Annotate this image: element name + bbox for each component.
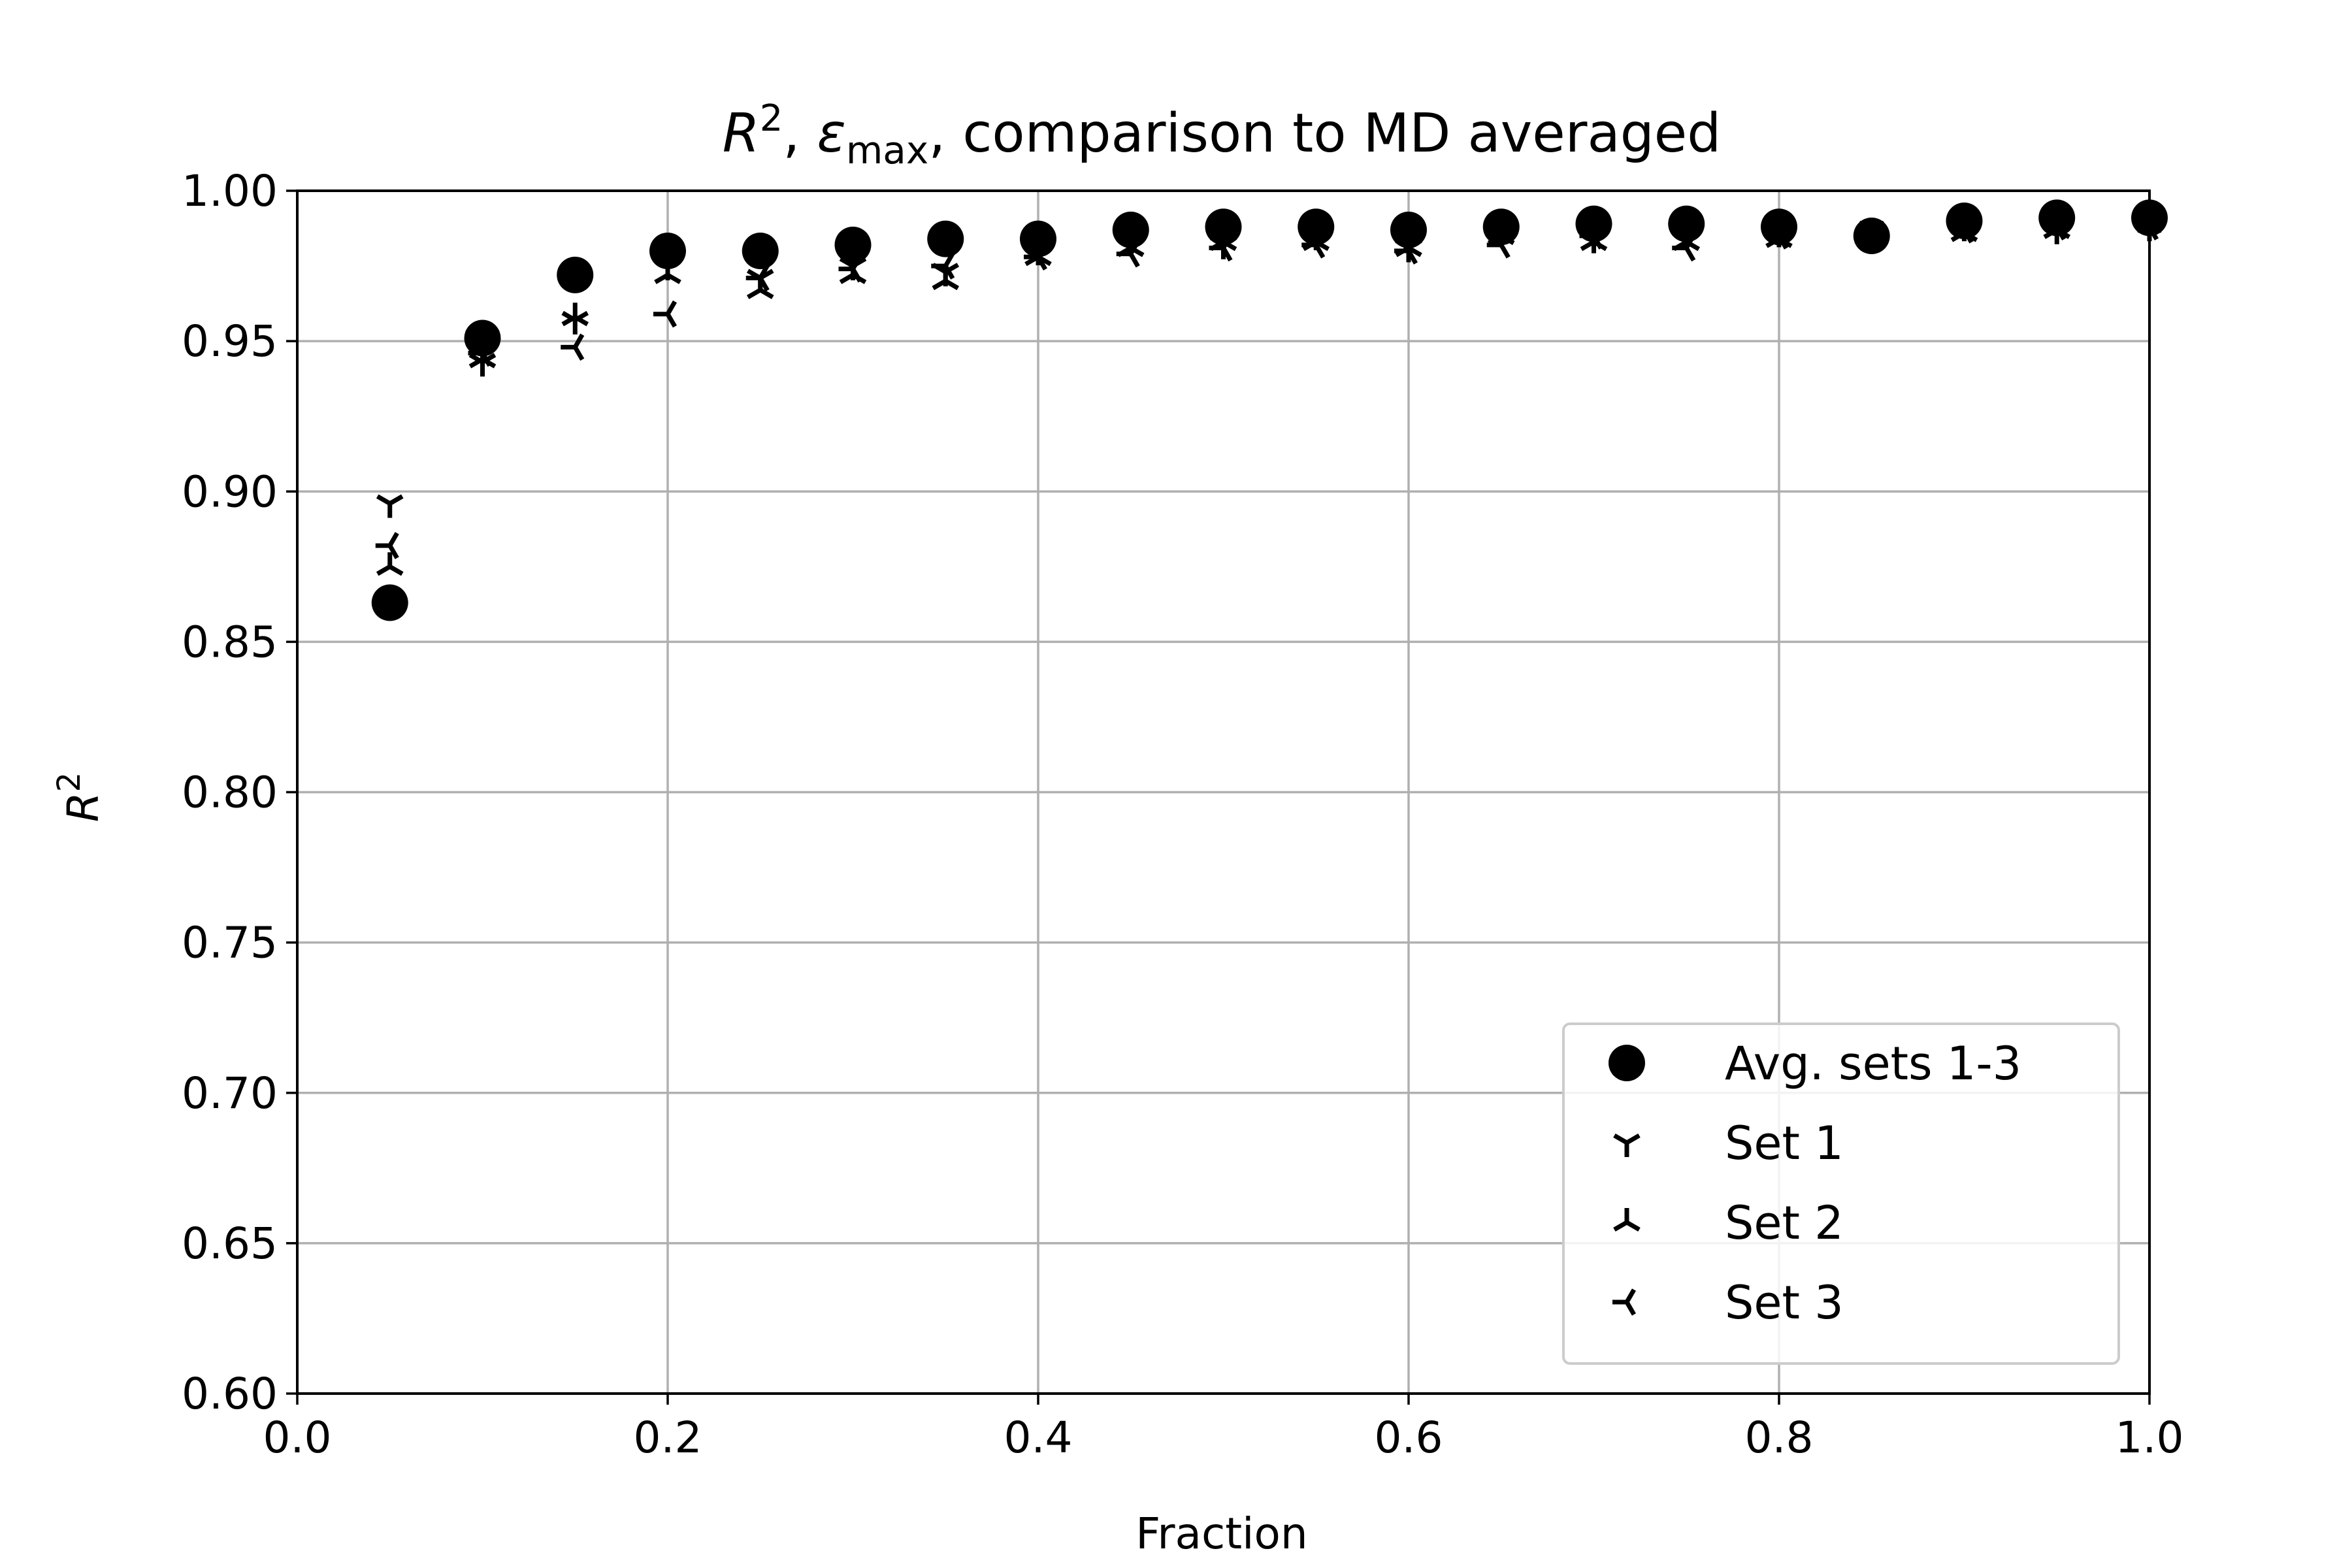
data-point-set-3: [375, 532, 399, 559]
data-point-set-2: [376, 552, 404, 576]
title-rest: , comparison to MD averaged: [928, 103, 1721, 165]
x-tick-label: 0.6: [1375, 1413, 1443, 1463]
legend-marker-set-1: [1613, 1133, 1641, 1157]
axis-ticks: 0.0 0.2 0.4 0.6 0.8 1.0 0.60 0.65 0.70 0.75 0.80 0.…: [182, 166, 2183, 1463]
chart-title: R2, εmax, comparison to MD averaged: [723, 97, 1722, 172]
x-tick-label: 0.4: [1004, 1413, 1073, 1463]
title-separator: ,: [783, 103, 817, 165]
data-point-avg-sets-1-3: [1298, 208, 1335, 246]
title-epsilon-symbol: ε: [817, 103, 845, 165]
legend-marker-avg-sets-1-3: [1609, 1045, 1645, 1081]
data-point-avg-sets-1-3: [649, 233, 686, 270]
data-point-avg-sets-1-3: [1668, 205, 1705, 242]
legend-box: [1562, 1022, 2120, 1365]
y-axis-label: R2: [51, 772, 108, 822]
data-point-avg-sets-1-3: [1205, 208, 1242, 246]
data-point-avg-sets-1-3: [1853, 218, 1890, 255]
x-tick-label: 0.2: [634, 1413, 702, 1463]
data-point-avg-sets-1-3: [927, 220, 964, 257]
y-label-r-symbol: R: [58, 792, 108, 822]
data-points: [371, 199, 2168, 621]
title-r-superscript: 2: [760, 97, 783, 140]
data-point-avg-sets-1-3: [557, 256, 594, 293]
y-tick-label: 0.65: [182, 1218, 278, 1269]
legend-label-set-1: Set 1: [1725, 1117, 1844, 1170]
y-tick-label: 0.75: [182, 918, 278, 968]
data-point-avg-sets-1-3: [1112, 211, 1149, 248]
data-point-avg-sets-1-3: [1575, 205, 1612, 242]
data-point-avg-sets-1-3: [742, 233, 779, 270]
x-axis-label: Fraction: [1135, 1509, 1307, 1559]
legend-label-set-3: Set 3: [1725, 1276, 1844, 1330]
x-tick-label: 0.0: [263, 1413, 332, 1463]
y-tick-label: 0.90: [182, 466, 278, 517]
plot-area-frame: [296, 189, 2151, 1395]
data-point-avg-sets-1-3: [371, 584, 408, 621]
y-tick-label: 0.70: [182, 1068, 278, 1119]
title-r-symbol: R: [723, 103, 760, 165]
y-tick-label: 0.85: [182, 617, 278, 667]
data-point-avg-sets-1-3: [1482, 208, 1520, 246]
legend-label-avg-sets-1-3: Avg. sets 1-3: [1725, 1037, 2021, 1090]
data-point-avg-sets-1-3: [1390, 211, 1427, 248]
legend-marker-set-2: [1613, 1208, 1641, 1232]
legend-marker-set-3: [1612, 1288, 1637, 1316]
legend: Avg. sets 1-3 Set 1 Set 2 Set 3: [1562, 1022, 2120, 1365]
y-tick-label: 0.80: [182, 768, 278, 818]
title-epsilon-subscript: max: [846, 128, 928, 172]
data-point-set-2: [561, 302, 589, 327]
y-tick-label: 0.95: [182, 316, 278, 367]
x-tick-label: 0.8: [1745, 1413, 1814, 1463]
data-point-set-3: [653, 300, 678, 328]
data-point-avg-sets-1-3: [1946, 203, 1983, 240]
data-point-avg-sets-1-3: [834, 226, 872, 263]
x-tick-label: 1.0: [2115, 1413, 2184, 1463]
data-point-set-1: [376, 494, 404, 518]
data-point-avg-sets-1-3: [2038, 199, 2076, 237]
data-point-avg-sets-1-3: [464, 319, 501, 357]
y-label-superscript: 2: [51, 772, 88, 792]
data-point-set-3: [561, 333, 585, 361]
data-point-avg-sets-1-3: [1020, 220, 1056, 257]
y-tick-label: 1.00: [182, 166, 278, 216]
y-tick-label: 0.60: [182, 1369, 278, 1419]
legend-label-set-2: Set 2: [1725, 1196, 1844, 1250]
data-point-avg-sets-1-3: [1761, 208, 1797, 246]
